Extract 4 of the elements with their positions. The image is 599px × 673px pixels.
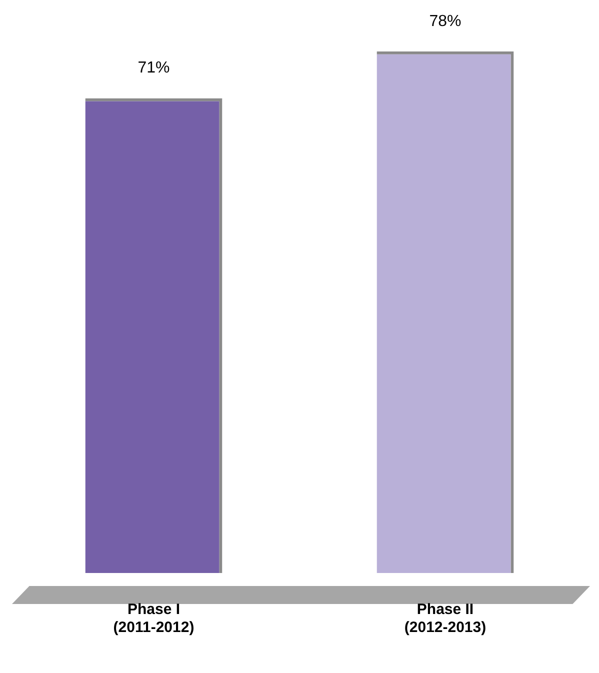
data-label: 78% [429, 12, 462, 30]
x-tick-label: Phase II (2012-2013) [404, 601, 486, 636]
data-label: 71% [138, 60, 170, 77]
x-tick-label: Phase I (2011-2012) [113, 601, 194, 636]
